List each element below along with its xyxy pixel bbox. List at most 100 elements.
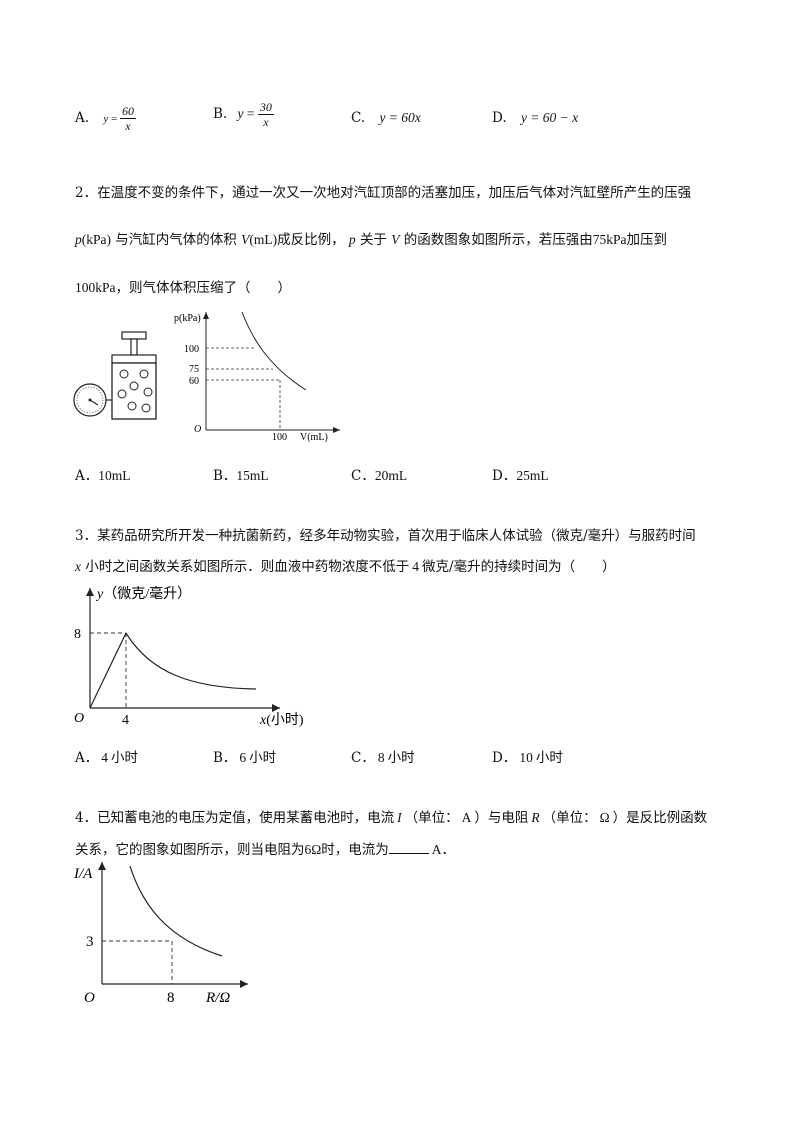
stem-text: 关系，它的图象如图所示，则当电阻为 <box>75 842 305 858</box>
stem-text: 成反比例， <box>277 232 345 248</box>
y-tick-label: 8 <box>74 627 81 642</box>
q3-graph: y（微克/毫升） 8 O 4 x(小时) <box>74 585 304 728</box>
option-value: 8 <box>377 750 385 765</box>
option-letter: A． <box>75 750 99 766</box>
q4-stem-line1: 4．已知蓄电池的电压为定值，使用某蓄电池时，电流 I （单位： A ）与电阻 R （单位： Ω… <box>75 806 707 826</box>
x-axis-label: x(小时) <box>259 712 304 728</box>
y-axis-label: y（微克/毫升） <box>95 585 191 602</box>
q2-stem-line1: 2．在温度不变的条件下，通过一次又一次地对汽缸顶部的活塞加压，加压后气体对汽缸壁… <box>75 181 691 201</box>
math-var: p <box>75 232 82 247</box>
q3-stem-line1: 3．某药品研究所开发一种抗菌新药，经多年动物实验，首次用于临床人体试验（微克/毫… <box>75 524 696 544</box>
q2-piston-figure <box>73 331 157 420</box>
q2-option-a[interactable]: A．10mL <box>75 464 131 484</box>
math-var: I <box>397 810 402 825</box>
answer-blank[interactable] <box>388 841 429 854</box>
q2-option-c[interactable]: C．20mL <box>351 464 407 484</box>
origin-label: O <box>84 990 95 1006</box>
option-unit: 小时 <box>535 750 563 766</box>
option-letter: D． <box>492 750 517 766</box>
x-axis-label: V(mL) <box>300 432 328 443</box>
q2-option-d[interactable]: D．25mL <box>492 464 549 484</box>
option-value: 10 <box>519 750 533 765</box>
math-var: y <box>237 106 244 121</box>
y-tick-label: 100 <box>184 344 199 355</box>
q4-stem-line2: 关系，它的图象如图所示，则当电阻为6Ω时，电流为 A． <box>75 838 455 858</box>
option-expression: y = 60x <box>379 110 421 125</box>
math-var: x <box>75 559 81 574</box>
value: 6Ω <box>304 842 322 857</box>
y-tick-label: 3 <box>86 934 94 950</box>
value: 4 <box>412 559 420 574</box>
x-tick-label: 8 <box>167 990 175 1006</box>
option-letter: B． <box>213 468 237 484</box>
math-var: y <box>103 113 109 125</box>
denominator: x <box>125 119 131 133</box>
math-var: V <box>391 232 400 247</box>
stem-text: ）是反比例函数 <box>612 810 708 826</box>
y-tick-label: 75 <box>189 364 199 375</box>
denominator: x <box>263 115 269 129</box>
q3-stem-line2: x 小时之间函数关系如图所示．则血液中药物浓度不低于 4 微克/毫升的持续时间为（ … <box>75 555 616 575</box>
stem-text: 加压到 <box>626 232 668 248</box>
option-letter: D． <box>492 468 517 484</box>
stem-text: 关于 <box>359 232 387 248</box>
y-axis-label: p(kPa) <box>174 313 201 324</box>
q4-graph: I/A 3 O 8 R/Ω <box>73 862 248 1006</box>
q3-option-d[interactable]: D． 10 小时 <box>492 746 563 766</box>
stem-text: 4．已知蓄电池的电压为定值，使用某蓄电池时，电流 <box>75 810 395 826</box>
y-tick-label: 60 <box>189 376 199 387</box>
unit: (mL) <box>249 232 278 247</box>
option-value: 6 <box>239 750 247 765</box>
option-expression: y = 60 − x <box>520 110 579 125</box>
stem-text: 与汽缸内气体的体积 <box>115 232 237 248</box>
math-var: p <box>348 232 356 247</box>
option-unit: 小时 <box>111 750 138 766</box>
math-var: R <box>531 810 540 825</box>
fraction: 60 x <box>119 104 136 133</box>
option-letter: D. <box>492 110 507 126</box>
unit: A <box>461 810 472 825</box>
option-value: 20mL <box>374 468 408 483</box>
q1-option-d[interactable]: D. y = 60 − x <box>492 110 578 126</box>
stem-text: ）与电阻 <box>474 810 529 826</box>
fraction: 30 x <box>257 100 274 129</box>
origin-label: O <box>74 711 84 726</box>
stem-text: ． <box>441 842 456 858</box>
stem-text: ，则气体体积压缩了（ ） <box>115 280 292 296</box>
stem-text: 微克/毫升的持续时间为（ ） <box>422 559 616 575</box>
stem-text: 的函数图象如图所示，若压强由 <box>403 232 593 248</box>
option-letter: C. <box>351 110 366 126</box>
option-value: 25mL <box>516 468 549 483</box>
stem-text: 小时之间函数关系如图所示．则血液中药物浓度不低于 <box>85 559 410 575</box>
y-axis-label: I/A <box>73 866 93 882</box>
q3-option-a[interactable]: A． 4 小时 <box>75 746 138 766</box>
option-letter: A． <box>75 468 99 484</box>
option-letter: B． <box>213 750 237 766</box>
math-op: = <box>110 113 118 125</box>
q2-graph: p(kPa) 100 75 60 O 100 V(mL) <box>174 311 340 443</box>
value: 75kPa <box>592 232 627 247</box>
stem-text: （单位： <box>404 810 459 826</box>
q3-option-b[interactable]: B． 6 小时 <box>213 746 276 766</box>
q2-option-b[interactable]: B．15mL <box>213 464 269 484</box>
q2-stem-line2: p(kPa) 与汽缸内气体的体积 V(mL)成反比例， p 关于 V 的函数图象… <box>75 228 667 248</box>
option-letter: C． <box>351 468 375 484</box>
x-axis-label: R/Ω <box>205 990 230 1006</box>
q1-option-c[interactable]: C. y = 60x <box>351 110 421 126</box>
stem-text: 3．某药品研究所开发一种抗菌新药，经多年动物实验，首次用于临床人体试验（微克/毫… <box>75 528 696 544</box>
option-value: 15mL <box>236 468 269 483</box>
q1-option-a[interactable]: A. y = 60 x <box>75 104 136 133</box>
value: 100kPa <box>75 280 116 295</box>
x-tick-label: 4 <box>122 713 129 728</box>
option-letter: A. <box>75 110 90 126</box>
option-value: 10mL <box>98 468 131 483</box>
option-letter: B. <box>213 106 228 122</box>
q2-stem-line3: 100kPa，则气体体积压缩了（ ） <box>75 276 291 296</box>
option-letter: C． <box>351 750 375 766</box>
unit: A <box>431 842 442 857</box>
option-value: 4 <box>101 750 108 765</box>
q3-option-c[interactable]: C． 8 小时 <box>351 746 415 766</box>
option-unit: 小时 <box>249 750 277 766</box>
option-unit: 小时 <box>387 750 415 766</box>
q1-option-b[interactable]: B. y = 30 x <box>213 100 274 129</box>
